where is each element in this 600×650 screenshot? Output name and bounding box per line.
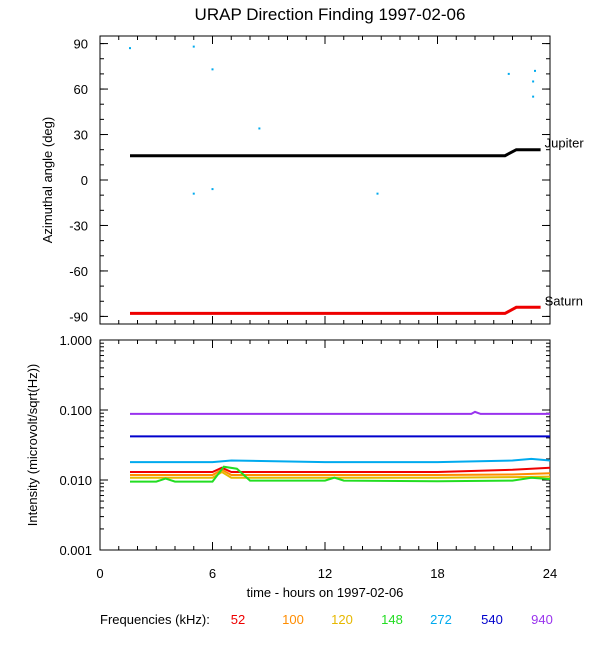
top-y-tick-label: -90 <box>69 309 88 324</box>
x-tick-label: 6 <box>209 566 216 581</box>
intensity-series-100 <box>130 468 551 476</box>
bottom-y-axis-label: Intensity (microvolt/sqrt(Hz)) <box>25 364 40 527</box>
x-tick-label: 24 <box>543 566 557 581</box>
legend-item-120: 120 <box>331 612 353 627</box>
intensity-series-272 <box>130 457 551 464</box>
top-y-tick-label: -60 <box>69 264 88 279</box>
direction-point <box>534 69 536 72</box>
direction-point <box>192 45 195 48</box>
intensity-series-52 <box>130 466 551 473</box>
legend-item-272: 272 <box>430 612 452 627</box>
legend-item-100: 100 <box>282 612 304 627</box>
direction-point <box>376 192 379 195</box>
legend: 52 100 120 148 272 540 940 <box>231 612 553 627</box>
direction-point <box>211 188 214 191</box>
top-y-tick-label: -30 <box>69 218 88 233</box>
x-tick-label: 0 <box>96 566 103 581</box>
bottom-y-tick-label: 0.010 <box>59 473 92 488</box>
legend-item-540: 540 <box>481 612 503 627</box>
bottom-y-tick-label: 0.100 <box>59 403 92 418</box>
direction-point <box>532 95 535 98</box>
top-y-tick-label: 0 <box>81 173 88 188</box>
chart-title: URAP Direction Finding 1997-02-06 <box>195 5 466 24</box>
direction-point <box>129 47 131 50</box>
direction-point <box>532 80 535 83</box>
direction-point <box>192 192 195 195</box>
top-y-tick-label: 90 <box>74 37 88 52</box>
bottom-y-tick-label: 1.000 <box>59 333 92 348</box>
intensity-series-148 <box>130 465 551 483</box>
bottom-panel-frame <box>99 339 551 551</box>
x-tick-label: 18 <box>430 566 444 581</box>
legend-title: Frequencies (kHz): <box>100 612 210 627</box>
legend-item-148: 148 <box>381 612 403 627</box>
planet-label-jupiter: Jupiter <box>545 136 585 151</box>
planet-line-jupiter <box>130 148 541 158</box>
bottom-panel: 1.000 0.100 0.010 0.001 0 6 12 18 24 <box>59 333 557 581</box>
direction-point <box>211 68 214 71</box>
top-y-tick-label: 30 <box>74 128 88 143</box>
x-tick-label: 12 <box>318 566 332 581</box>
direction-point <box>258 127 261 130</box>
top-y-tick-label: 60 <box>74 82 88 97</box>
bottom-y-tick-label: 0.001 <box>59 543 92 558</box>
legend-item-940: 940 <box>531 612 553 627</box>
direction-point <box>507 72 510 75</box>
top-y-axis-label: Azimuthal angle (deg) <box>40 117 55 243</box>
x-axis-label: time - hours on 1997-02-06 <box>247 585 404 600</box>
intensity-series-120 <box>130 470 551 479</box>
intensity-series-940 <box>130 410 550 415</box>
planet-label-saturn: Saturn <box>545 293 583 308</box>
planet-line-saturn <box>130 305 541 315</box>
legend-item-52: 52 <box>231 612 245 627</box>
top-panel: 90 60 30 0 -30 -60 -90 Jupiter Saturn <box>69 36 584 324</box>
top-panel-frame <box>99 35 551 325</box>
